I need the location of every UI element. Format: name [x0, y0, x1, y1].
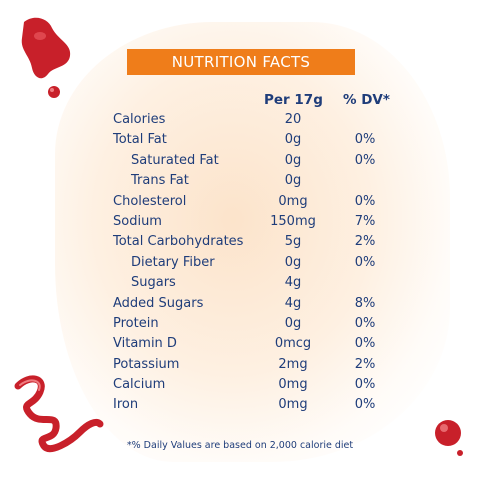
nutrient-daily-value: 0%	[354, 254, 376, 270]
nutrient-amount: 0g	[284, 132, 302, 148]
background-wash	[55, 22, 450, 462]
table-row: Total Carbohydrates 5g 2%	[0, 232, 480, 252]
nutrient-amount: 4g	[284, 275, 302, 291]
nutrient-name: Sodium	[113, 213, 162, 229]
ketchup-blob-bottom-right	[435, 420, 463, 456]
nutrient-amount: 0g	[284, 315, 302, 331]
nutrient-daily-value: 0%	[354, 377, 376, 393]
nutrient-amount: 0mg	[278, 377, 308, 393]
nutrient-name: Added Sugars	[113, 295, 204, 311]
table-row: Sodium 150mg 7%	[0, 212, 480, 232]
nutrient-name: Potassium	[113, 356, 180, 372]
nutrient-amount: 0mg	[278, 397, 308, 413]
table-row: Calcium 0mg 0%	[0, 375, 480, 395]
nutrient-name: Total Carbohydrates	[113, 234, 244, 250]
column-header-per-serving: Per 17g	[264, 92, 323, 108]
nutrient-daily-value: 0%	[354, 397, 376, 413]
nutrient-daily-value: 0%	[354, 132, 376, 148]
nutrient-daily-value: 8%	[354, 295, 376, 311]
nutrient-amount: 0g	[284, 152, 302, 168]
table-row: Calories 20	[0, 110, 480, 130]
table-row: Added Sugars 4g 8%	[0, 294, 480, 314]
table-row: Vitamin D 0mcg 0%	[0, 334, 480, 354]
footnote: *% Daily Values are based on 2,000 calor…	[126, 440, 354, 451]
nutrition-facts-title: NUTRITION FACTS	[127, 49, 355, 75]
nutrient-amount: 0mcg	[274, 336, 312, 352]
nutrient-daily-value: 2%	[354, 234, 376, 250]
nutrient-amount: 2mg	[278, 356, 308, 372]
ketchup-squiggle-bottom-left	[14, 375, 104, 453]
nutrient-daily-value: 0%	[354, 315, 376, 331]
nutrient-daily-value: 2%	[354, 356, 376, 372]
nutrient-daily-value: 0%	[354, 193, 376, 209]
nutrient-amount: 4g	[284, 295, 302, 311]
table-row: Iron 0mg 0%	[0, 395, 480, 415]
nutrient-name: Sugars	[131, 275, 176, 291]
nutrient-name: Vitamin D	[113, 336, 177, 352]
nutrient-daily-value: 7%	[354, 213, 376, 229]
nutrient-name: Saturated Fat	[131, 152, 219, 168]
ketchup-splash-top-left	[21, 17, 71, 98]
table-row: Sugars 4g	[0, 273, 480, 293]
nutrient-name: Iron	[113, 397, 139, 413]
nutrient-name: Dietary Fiber	[131, 254, 215, 270]
nutrient-daily-value: 0%	[354, 152, 376, 168]
table-row: Protein 0g 0%	[0, 314, 480, 334]
table-row: Cholesterol 0mg 0%	[0, 192, 480, 212]
table-row: Saturated Fat 0g 0%	[0, 151, 480, 171]
nutrient-name: Total Fat	[113, 132, 167, 148]
nutrition-table: Calories 20 Total Fat 0g 0% Saturated Fat 0g 0%…	[0, 110, 480, 416]
nutrient-name: Trans Fat	[131, 173, 189, 189]
nutrient-amount: 0g	[284, 173, 302, 189]
nutrient-amount: 150mg	[270, 213, 316, 229]
nutrient-name: Calcium	[113, 377, 166, 393]
nutrient-name: Protein	[113, 315, 159, 331]
nutrient-daily-value: 0%	[354, 336, 376, 352]
nutrient-name: Cholesterol	[113, 193, 187, 209]
nutrient-amount: 0g	[284, 254, 302, 270]
table-row: Total Fat 0g 0%	[0, 130, 480, 150]
nutrient-amount: 20	[284, 112, 302, 127]
table-row: Trans Fat 0g	[0, 171, 480, 191]
nutrient-amount: 0mg	[278, 193, 308, 209]
table-row: Potassium 2mg 2%	[0, 355, 480, 375]
table-row: Dietary Fiber 0g 0%	[0, 253, 480, 273]
nutrient-amount: 5g	[284, 234, 302, 250]
column-header-daily-value: % DV*	[343, 92, 390, 108]
nutrient-name: Calories	[113, 112, 166, 127]
